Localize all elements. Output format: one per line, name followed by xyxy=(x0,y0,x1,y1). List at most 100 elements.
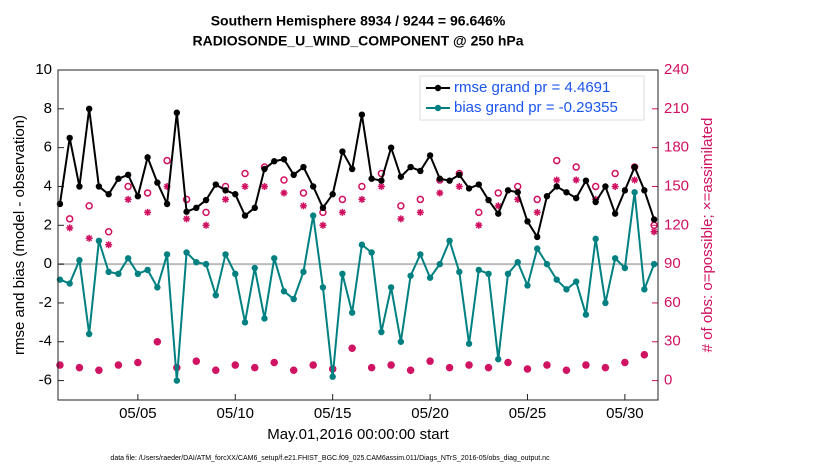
data-point xyxy=(523,365,531,373)
data-point xyxy=(338,195,347,204)
y2-tick-label: 210 xyxy=(664,100,689,117)
data-point xyxy=(329,373,336,380)
x-tick-label: 05/20 xyxy=(411,405,449,422)
data-point xyxy=(543,361,551,369)
data-point xyxy=(124,195,132,203)
data-point xyxy=(309,212,317,219)
data-point xyxy=(358,241,366,248)
data-point xyxy=(309,361,317,369)
data-point xyxy=(134,192,142,200)
data-point xyxy=(348,165,356,173)
data-point xyxy=(417,251,424,258)
data-point xyxy=(124,182,132,191)
data-point xyxy=(280,288,288,295)
x-axis-label: May.01,2016 00:00:00 start xyxy=(267,426,449,443)
legend-marker xyxy=(434,104,442,112)
chart-subtitle: RADIOSONDE_U_WIND_COMPONENT @ 250 hPa xyxy=(192,33,523,49)
y-tick-label: 10 xyxy=(35,61,52,78)
data-point xyxy=(192,357,200,365)
data-point xyxy=(455,182,463,190)
data-point xyxy=(358,195,366,203)
data-point xyxy=(572,278,580,285)
data-point xyxy=(271,255,278,262)
data-point xyxy=(143,189,152,197)
data-point xyxy=(475,181,482,188)
data-point xyxy=(85,330,93,338)
data-point xyxy=(202,260,210,268)
data-point xyxy=(66,134,73,142)
x-tick-label: 05/15 xyxy=(314,405,352,422)
data-point xyxy=(456,268,463,276)
y-tick-label: 8 xyxy=(44,100,52,117)
data-point xyxy=(650,228,658,236)
data-point xyxy=(572,163,580,171)
data-point xyxy=(299,189,308,197)
x-tick-label: 05/30 xyxy=(606,405,644,422)
chart-title: Southern Hemisphere 8934 / 9244 = 96.646… xyxy=(211,13,506,29)
data-point xyxy=(309,183,317,190)
data-point xyxy=(378,328,385,336)
data-point xyxy=(397,202,405,210)
data-point xyxy=(378,177,385,184)
data-point xyxy=(592,235,599,243)
data-point xyxy=(611,210,619,217)
data-point xyxy=(300,163,307,171)
data-point xyxy=(446,177,453,184)
data-point xyxy=(222,251,229,258)
data-point xyxy=(183,208,190,215)
data-point xyxy=(465,361,473,369)
y-tick-label: 2 xyxy=(44,216,52,233)
data-point xyxy=(358,111,366,118)
data-point xyxy=(640,351,648,359)
data-point xyxy=(543,192,551,200)
data-point xyxy=(611,182,619,190)
data-point xyxy=(368,249,375,256)
data-point xyxy=(261,165,268,173)
legend-box xyxy=(419,75,645,121)
data-point xyxy=(397,338,405,345)
data-point xyxy=(601,364,609,372)
data-point xyxy=(436,189,444,197)
data-point xyxy=(95,237,103,245)
data-point xyxy=(621,264,629,272)
data-point xyxy=(368,364,376,372)
data-point xyxy=(105,191,112,198)
data-point xyxy=(261,315,268,322)
data-point xyxy=(290,171,297,179)
data-point xyxy=(436,175,444,182)
data-point xyxy=(163,251,171,258)
data-point xyxy=(251,264,258,272)
data-point xyxy=(66,280,73,287)
data-point xyxy=(543,260,551,268)
data-point xyxy=(592,198,599,206)
data-point xyxy=(348,309,356,316)
data-point xyxy=(416,195,425,204)
data-point xyxy=(621,358,629,366)
footnote: data file: /Users/raeder/DAI/ATM_forcXX/… xyxy=(110,455,550,462)
data-point xyxy=(202,196,210,204)
x-tick-label: 05/10 xyxy=(216,405,254,422)
data-point xyxy=(232,270,239,278)
data-point xyxy=(232,191,239,198)
data-point xyxy=(485,196,492,204)
data-point xyxy=(193,204,200,212)
data-point xyxy=(387,361,395,369)
data-point xyxy=(76,183,83,190)
y-tick-label: 0 xyxy=(44,255,52,272)
data-point xyxy=(241,319,249,326)
y2-tick-label: 240 xyxy=(664,61,689,78)
data-point xyxy=(591,182,600,191)
data-point xyxy=(280,176,288,184)
data-point xyxy=(299,202,307,210)
data-point xyxy=(533,208,541,216)
data-point xyxy=(563,286,570,293)
data-point xyxy=(572,176,580,184)
data-point xyxy=(572,194,580,202)
data-point xyxy=(134,270,142,278)
y2-axis-label: # of obs: o=possible; ×=assimilated xyxy=(699,118,716,353)
data-point xyxy=(260,182,268,190)
data-point xyxy=(368,175,375,182)
data-point xyxy=(212,366,220,374)
data-point xyxy=(465,340,473,347)
